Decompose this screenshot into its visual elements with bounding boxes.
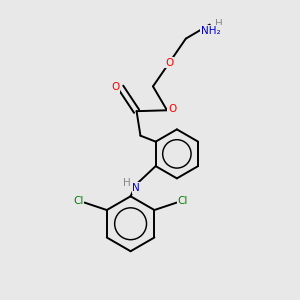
Text: N: N (132, 183, 140, 193)
Text: Cl: Cl (178, 196, 188, 206)
Text: Cl: Cl (73, 196, 84, 206)
Text: H: H (123, 178, 130, 188)
Text: O: O (111, 82, 119, 92)
Text: H: H (215, 19, 223, 29)
Text: NH₂: NH₂ (201, 26, 221, 36)
Text: O: O (165, 58, 173, 68)
Text: O: O (168, 104, 176, 114)
